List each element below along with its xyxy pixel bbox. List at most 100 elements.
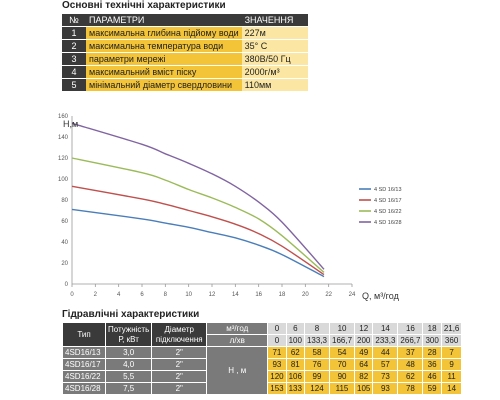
hyd-power: 7,5 <box>104 382 153 395</box>
head-cell: 78 <box>397 382 424 395</box>
series-line <box>71 157 325 273</box>
y-tick-label: 160 <box>58 114 69 120</box>
spec-num: 5 <box>62 79 86 91</box>
spec-label: параметри мережі <box>86 53 242 65</box>
specs-header-param: ПАРАМЕТРИ <box>86 14 242 26</box>
table-row: 4SD16/17 4,0 2" 93 81 76 70 64 57 48 36 … <box>62 358 463 371</box>
flow-m3h-cell: 12 <box>354 322 374 335</box>
hydraulic-title: Гідравлічні характеристики <box>62 309 200 320</box>
flow-lmin-cell: 100 <box>285 334 305 347</box>
head-cell: 105 <box>354 382 374 395</box>
spec-value: 227м <box>241 27 308 39</box>
head-cell: 99 <box>303 370 331 383</box>
spec-value: 35° С <box>241 40 308 52</box>
y-tick-label: 140 <box>58 135 69 141</box>
x-tick-label: 14 <box>232 292 239 298</box>
y-tick-label: 80 <box>61 198 68 204</box>
head-cell: 93 <box>267 358 287 371</box>
spec-label: максимальний вміст піску <box>86 66 242 78</box>
hyd-col-type: Тип <box>62 322 106 347</box>
specs-header-num: № <box>62 14 86 26</box>
head-cell: 9 <box>440 358 463 371</box>
head-cell: 36 <box>422 358 442 371</box>
x-tick-label: 22 <box>325 292 332 298</box>
spec-label: максимальна глибина підйому води <box>86 27 242 39</box>
head-cell: 90 <box>328 370 356 383</box>
head-cell: 76 <box>303 358 331 371</box>
flow-m3h-cell: 16 <box>397 322 424 335</box>
hyd-col-power-line1: Потужність <box>108 324 150 334</box>
head-cell: 71 <box>267 346 287 359</box>
table-row: 4SD16/28 7,5 2" 153 133 124 115 105 93 7… <box>62 382 463 395</box>
flow-m3h-cell: 6 <box>285 322 305 335</box>
hyd-model: 4SD16/17 <box>62 358 106 371</box>
head-cell: 49 <box>354 346 374 359</box>
series-line <box>71 208 325 278</box>
spec-num: 2 <box>62 40 86 52</box>
x-axis-label: Q, м³/год <box>362 291 400 301</box>
head-cell: 115 <box>328 382 356 395</box>
head-cell: 11 <box>440 370 463 383</box>
hyd-col-diam-line2: підключення <box>155 334 203 344</box>
flow-lmin-cell: 233,3 <box>372 334 399 347</box>
x-tick-label: 6 <box>140 292 144 298</box>
spec-num: 4 <box>62 66 86 78</box>
hydraulic-table: Тип Потужність Р, кВт Діаметр підключенн… <box>62 322 463 395</box>
pump-curve-chart: 0 2 4 6 8 10 12 14 16 18 20 22 240204060801001201401… <box>58 114 402 301</box>
spec-value: 2000г/м³ <box>241 66 308 78</box>
head-cell: 37 <box>397 346 424 359</box>
chart-legend: 4 SD 16/13 4 SD 16/17 4 SD 16/22 4 SD 16/28 <box>359 187 402 226</box>
series-line <box>71 185 325 276</box>
flow-m3h-cell: 21,6 <box>440 322 463 335</box>
head-cell: 48 <box>397 358 424 371</box>
hyd-header-row: Тип Потужність Р, кВт Діаметр підключенн… <box>62 322 463 347</box>
y-tick-label: 20 <box>61 261 68 267</box>
legend-label: 4 SD 16/17 <box>374 198 402 204</box>
flow-lmin-cell: 0 <box>267 334 287 347</box>
chart-axes <box>71 116 352 285</box>
flow-m3h-cell: 10 <box>328 322 356 335</box>
head-cell: 153 <box>267 382 287 395</box>
hyd-diameter: 2" <box>151 346 208 359</box>
y-tick-label: 60 <box>61 219 68 225</box>
head-cell: 54 <box>328 346 356 359</box>
head-cell: 93 <box>372 382 399 395</box>
hyd-diameter: 2" <box>151 358 208 371</box>
head-cell: 64 <box>354 358 374 371</box>
spec-row: 5 мінімальний діаметр свердловини 110мм <box>62 79 308 91</box>
specs-table: № ПАРАМЕТРИ ЗНАЧЕННЯ 1 максимальна глиби… <box>62 13 308 92</box>
specs-title: Основні технічні характеристики <box>62 0 226 11</box>
head-cell: 46 <box>422 370 442 383</box>
flow-lmin-cell: 166,7 <box>328 334 356 347</box>
spec-value: 110мм <box>241 79 308 91</box>
table-row: 4SD16/13 3,0 2" Н , м 71 62 58 54 49 44 … <box>62 346 463 395</box>
hyd-model: 4SD16/22 <box>62 370 106 383</box>
hyd-col-diam-line1: Діаметр <box>164 324 194 334</box>
hyd-power: 4,0 <box>104 358 153 371</box>
head-cell: 120 <box>267 370 287 383</box>
head-cell: 59 <box>422 382 442 395</box>
hyd-flow-lmin-row: л/хв 0 100 133,3 166,7 200 233,3 266,7 3… <box>63 334 463 347</box>
spec-row: 4 максимальний вміст піску 2000г/м³ <box>62 66 308 78</box>
head-cell: 62 <box>397 370 424 383</box>
flow-m3h-cell: 8 <box>303 322 331 335</box>
head-cell: 14 <box>440 382 463 395</box>
head-cell: 73 <box>372 370 399 383</box>
flow-lmin-cell: 200 <box>354 334 374 347</box>
head-cell: 58 <box>303 346 331 359</box>
hyd-flow-lmin-label: л/хв <box>206 334 269 347</box>
y-axis-label: H,м <box>63 119 78 129</box>
y-tick-label: 0 <box>65 282 69 288</box>
spec-label: максимальна температура води <box>86 40 242 52</box>
specs-header-value: ЗНАЧЕННЯ <box>241 14 308 26</box>
y-tick-label: 100 <box>58 177 69 183</box>
x-tick-label: 24 <box>349 292 356 298</box>
head-cell: 124 <box>303 382 331 395</box>
spec-num: 1 <box>62 27 86 39</box>
chart-series <box>71 122 325 278</box>
flow-lmin-cell: 360 <box>440 334 463 347</box>
spec-label: мінімальний діаметр свердловини <box>86 79 242 91</box>
flow-m3h-cell: 14 <box>372 322 399 335</box>
hyd-flow-m3h-label: м³/год <box>206 322 269 335</box>
y-tick-label: 120 <box>58 156 69 162</box>
